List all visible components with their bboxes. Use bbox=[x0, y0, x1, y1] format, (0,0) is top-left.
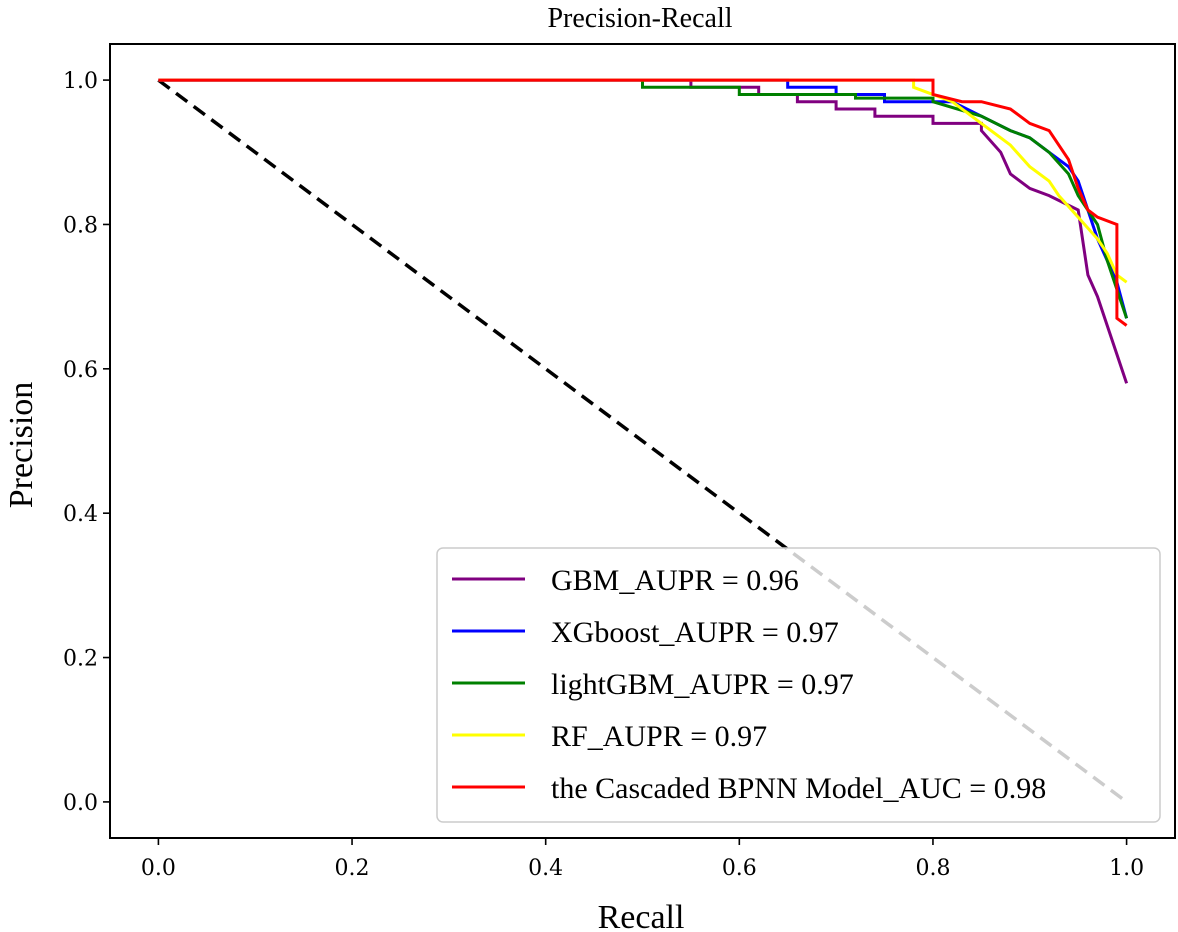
y-tick-label: 0.2 bbox=[63, 647, 98, 672]
legend-label: lightGBM_AUPR = 0.97 bbox=[551, 668, 854, 701]
y-tick-label: 0.0 bbox=[63, 791, 98, 816]
x-tick-label: 0.4 bbox=[528, 856, 563, 881]
y-tick-label: 1.0 bbox=[63, 69, 98, 94]
x-tick-label: 0.2 bbox=[335, 856, 370, 881]
series-line-3 bbox=[158, 78, 1128, 284]
x-axis: 0.0 0.2 0.4 0.6 0.8 1.0 bbox=[141, 838, 1144, 881]
x-tick-label: 0.6 bbox=[722, 856, 757, 881]
series-line-2 bbox=[641, 80, 1129, 319]
lines-layer bbox=[157, 78, 1129, 804]
legend-label: GBM_AUPR = 0.96 bbox=[551, 564, 799, 597]
y-tick-label: 0.6 bbox=[63, 358, 98, 383]
x-tick-label: 0.8 bbox=[915, 856, 950, 881]
chart-title: Precision-Recall bbox=[547, 3, 732, 34]
y-tick-label: 0.8 bbox=[63, 213, 98, 238]
legend-label: XGboost_AUPR = 0.97 bbox=[551, 616, 839, 649]
x-axis-label: Recall bbox=[598, 899, 685, 932]
y-tick-label: 0.4 bbox=[63, 502, 98, 527]
reference-diagonal-line bbox=[157, 78, 1128, 804]
legend-label: the Cascaded BPNN Model_AUC = 0.98 bbox=[551, 772, 1046, 805]
x-tick-label: 1.0 bbox=[1109, 856, 1144, 881]
legend-label: RF_AUPR = 0.97 bbox=[551, 720, 767, 753]
plot-frame bbox=[109, 43, 1176, 839]
y-axis-label: Precision bbox=[3, 382, 40, 509]
y-axis: 0.0 0.2 0.4 0.6 0.8 1.0 bbox=[63, 69, 110, 816]
series-line-4 bbox=[158, 78, 1128, 327]
legend: GBM_AUPR = 0.96 XGboost_AUPR = 0.97 lightG… bbox=[436, 547, 1161, 823]
legend-box bbox=[436, 547, 1161, 823]
x-tick-label: 0.0 bbox=[141, 856, 176, 881]
